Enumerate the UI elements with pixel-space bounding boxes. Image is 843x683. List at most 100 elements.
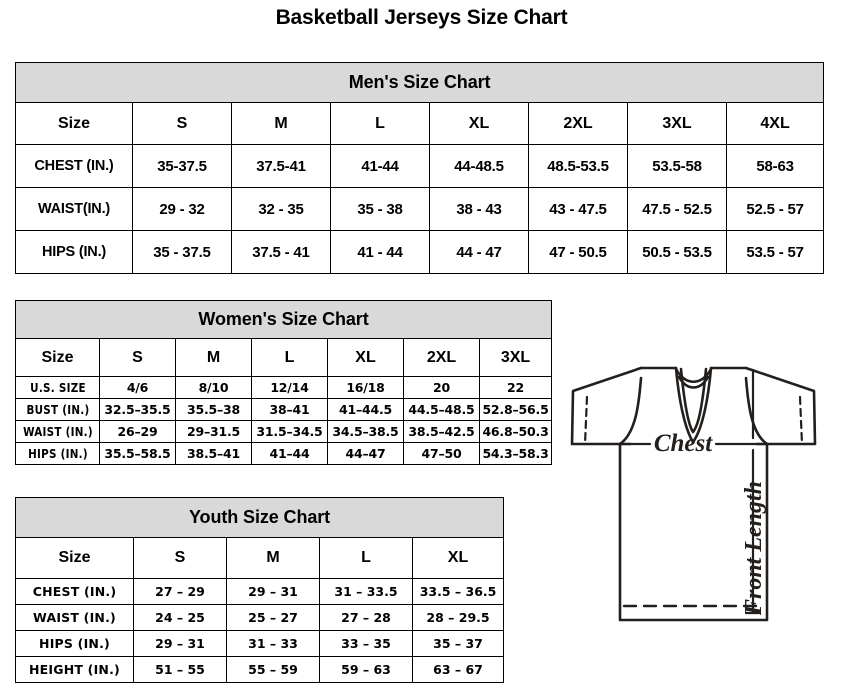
youth-header-size: Size — [15, 537, 134, 579]
jersey-illustration-svg: Chest Front Length — [570, 366, 817, 622]
mens-hips-s: 35 - 37.5 — [132, 230, 232, 274]
youth-chest-xl: 33.5 – 36.5 — [411, 578, 505, 605]
womens-hips-m: 38.5–41 — [175, 442, 252, 465]
table-row: HIPS (IN.) 35 - 37.5 37.5 - 41 41 - 44 4… — [15, 230, 825, 274]
left-cuff-dash — [583, 395, 589, 446]
womens-hips-2xl: 47–50 — [403, 442, 480, 465]
mens-row-label-hips: HIPS (IN.) — [15, 230, 133, 274]
front-length-label: Front Length — [741, 481, 767, 616]
womens-ussize-s: 4/6 — [99, 376, 176, 399]
mens-header-size: Size — [15, 102, 133, 145]
table-row: BUST (IN.) 32.5–35.5 35.5–38 38–41 41–44… — [16, 398, 553, 421]
body-outline — [618, 442, 769, 622]
table-row: HIPS (IN.) 29 – 31 31 – 33 33 – 35 35 – … — [15, 630, 505, 657]
mens-chest-4xl: 58-63 — [725, 144, 825, 188]
womens-size-chart-table: Women's Size Chart Size S M L XL 2XL 3XL… — [14, 300, 553, 465]
womens-bust-2xl: 44.5–48.5 — [403, 398, 480, 421]
youth-header-l: L — [319, 537, 413, 579]
mens-chest-3xl: 53.5-58 — [627, 144, 727, 188]
youth-hips-xl: 35 – 37 — [411, 630, 505, 657]
womens-bust-m: 35.5–38 — [175, 398, 252, 421]
mens-hips-4xl: 53.5 - 57 — [725, 230, 825, 274]
mens-waist-3xl: 47.5 - 52.5 — [627, 187, 727, 231]
table-row: HIPS (IN.) 35.5–58.5 38.5–41 41–44 44–47… — [16, 442, 553, 465]
youth-hips-s: 29 – 31 — [133, 630, 227, 657]
mens-waist-m: 32 - 35 — [231, 187, 331, 231]
mens-waist-s: 29 - 32 — [132, 187, 232, 231]
womens-ussize-xl: 16/18 — [327, 376, 404, 399]
youth-waist-m: 25 – 27 — [226, 604, 320, 631]
table-row: WAIST (IN.) 24 – 25 25 – 27 27 – 28 28 –… — [15, 604, 505, 631]
mens-header-m: M — [231, 102, 331, 145]
table-header-row: Size S M L XL 2XL 3XL — [15, 338, 553, 377]
mens-header-l: L — [330, 102, 430, 145]
womens-header-2xl: 2XL — [403, 338, 480, 377]
youth-row-label-chest: CHEST (IN.) — [15, 578, 134, 605]
youth-waist-l: 27 – 28 — [319, 604, 413, 631]
youth-row-label-waist: WAIST (IN.) — [15, 604, 134, 631]
table-header-row: Size S M L XL — [15, 537, 505, 579]
table-header-row: Size S M L XL 2XL 3XL 4XL — [15, 102, 825, 145]
table-caption-row: Men's Size Chart — [14, 62, 825, 103]
table-row: CHEST (IN.) 35-37.5 37.5-41 41-44 44-48.… — [15, 144, 825, 188]
womens-header-3xl: 3XL — [478, 338, 553, 377]
womens-waist-xl: 34.5–38.5 — [327, 420, 404, 443]
collar-second-curve — [677, 375, 710, 389]
jersey-measurement-diagram: Chest Front Length — [548, 358, 843, 658]
womens-header-l: L — [251, 338, 328, 377]
womens-ussize-3xl: 22 — [478, 376, 553, 399]
womens-waist-l: 31.5–34.5 — [251, 420, 328, 443]
youth-header-m: M — [226, 537, 320, 579]
womens-chart-caption: Women's Size Chart — [14, 300, 553, 339]
mens-hips-l: 41 - 44 — [330, 230, 430, 274]
mens-hips-xl: 44 - 47 — [429, 230, 529, 274]
youth-hips-m: 31 – 33 — [226, 630, 320, 657]
youth-size-chart-table: Youth Size Chart Size S M L XL CHEST (IN… — [14, 497, 505, 683]
mens-chest-l: 41-44 — [330, 144, 430, 188]
womens-hips-l: 41–44 — [251, 442, 328, 465]
womens-hips-s: 35.5–58.5 — [99, 442, 176, 465]
mens-hips-m: 37.5 - 41 — [231, 230, 331, 274]
mens-waist-2xl: 43 - 47.5 — [528, 187, 628, 231]
chest-label: Chest — [654, 430, 713, 457]
mens-size-chart-table: Men's Size Chart Size S M L XL 2XL 3XL 4… — [14, 62, 825, 274]
womens-ussize-l: 12/14 — [251, 376, 328, 399]
womens-waist-m: 29–31.5 — [175, 420, 252, 443]
mens-hips-3xl: 50.5 - 53.5 — [627, 230, 727, 274]
mens-waist-4xl: 52.5 - 57 — [725, 187, 825, 231]
womens-bust-3xl: 52.8–56.5 — [478, 398, 553, 421]
womens-waist-s: 26–29 — [99, 420, 176, 443]
womens-ussize-m: 8/10 — [175, 376, 252, 399]
womens-waist-3xl: 46.8–50.3 — [478, 420, 553, 443]
womens-bust-s: 32.5–35.5 — [99, 398, 176, 421]
mens-header-s: S — [132, 102, 232, 145]
youth-waist-xl: 28 – 29.5 — [411, 604, 505, 631]
mens-header-2xl: 2XL — [528, 102, 628, 145]
mens-header-4xl: 4XL — [725, 102, 825, 145]
youth-chest-l: 31 – 33.5 — [319, 578, 413, 605]
womens-hips-3xl: 54.3–58.3 — [478, 442, 553, 465]
womens-header-size: Size — [15, 338, 100, 377]
youth-chest-m: 29 – 31 — [226, 578, 320, 605]
youth-chart-caption: Youth Size Chart — [14, 497, 505, 538]
mens-waist-l: 35 - 38 — [330, 187, 430, 231]
youth-header-s: S — [133, 537, 227, 579]
womens-row-label-waist: WAIST (IN.) — [18, 420, 97, 443]
youth-row-label-hips: HIPS (IN.) — [15, 630, 134, 657]
table-caption-row: Youth Size Chart — [14, 497, 505, 538]
womens-row-label-us-size: U.S. SIZE — [18, 376, 97, 399]
mens-chart-caption: Men's Size Chart — [14, 62, 825, 103]
womens-bust-l: 38–41 — [251, 398, 328, 421]
table-row: U.S. SIZE 4/6 8/10 12/14 16/18 20 22 — [16, 376, 553, 399]
womens-hips-xl: 44–47 — [327, 442, 404, 465]
table-row: WAIST (IN.) 26–29 29–31.5 31.5–34.5 34.5… — [16, 420, 553, 443]
womens-row-label-hips: HIPS (IN.) — [18, 442, 97, 465]
womens-header-s: S — [99, 338, 176, 377]
left-armhole-seam — [618, 376, 643, 446]
page-title: Basketball Jerseys Size Chart — [275, 6, 568, 29]
youth-chest-s: 27 – 29 — [133, 578, 227, 605]
mens-row-label-chest: CHEST (IN.) — [15, 144, 133, 188]
womens-ussize-2xl: 20 — [403, 376, 480, 399]
table-row: WAIST(IN.) 29 - 32 32 - 35 35 - 38 38 - … — [15, 187, 825, 231]
table-caption-row: Women's Size Chart — [14, 300, 553, 339]
